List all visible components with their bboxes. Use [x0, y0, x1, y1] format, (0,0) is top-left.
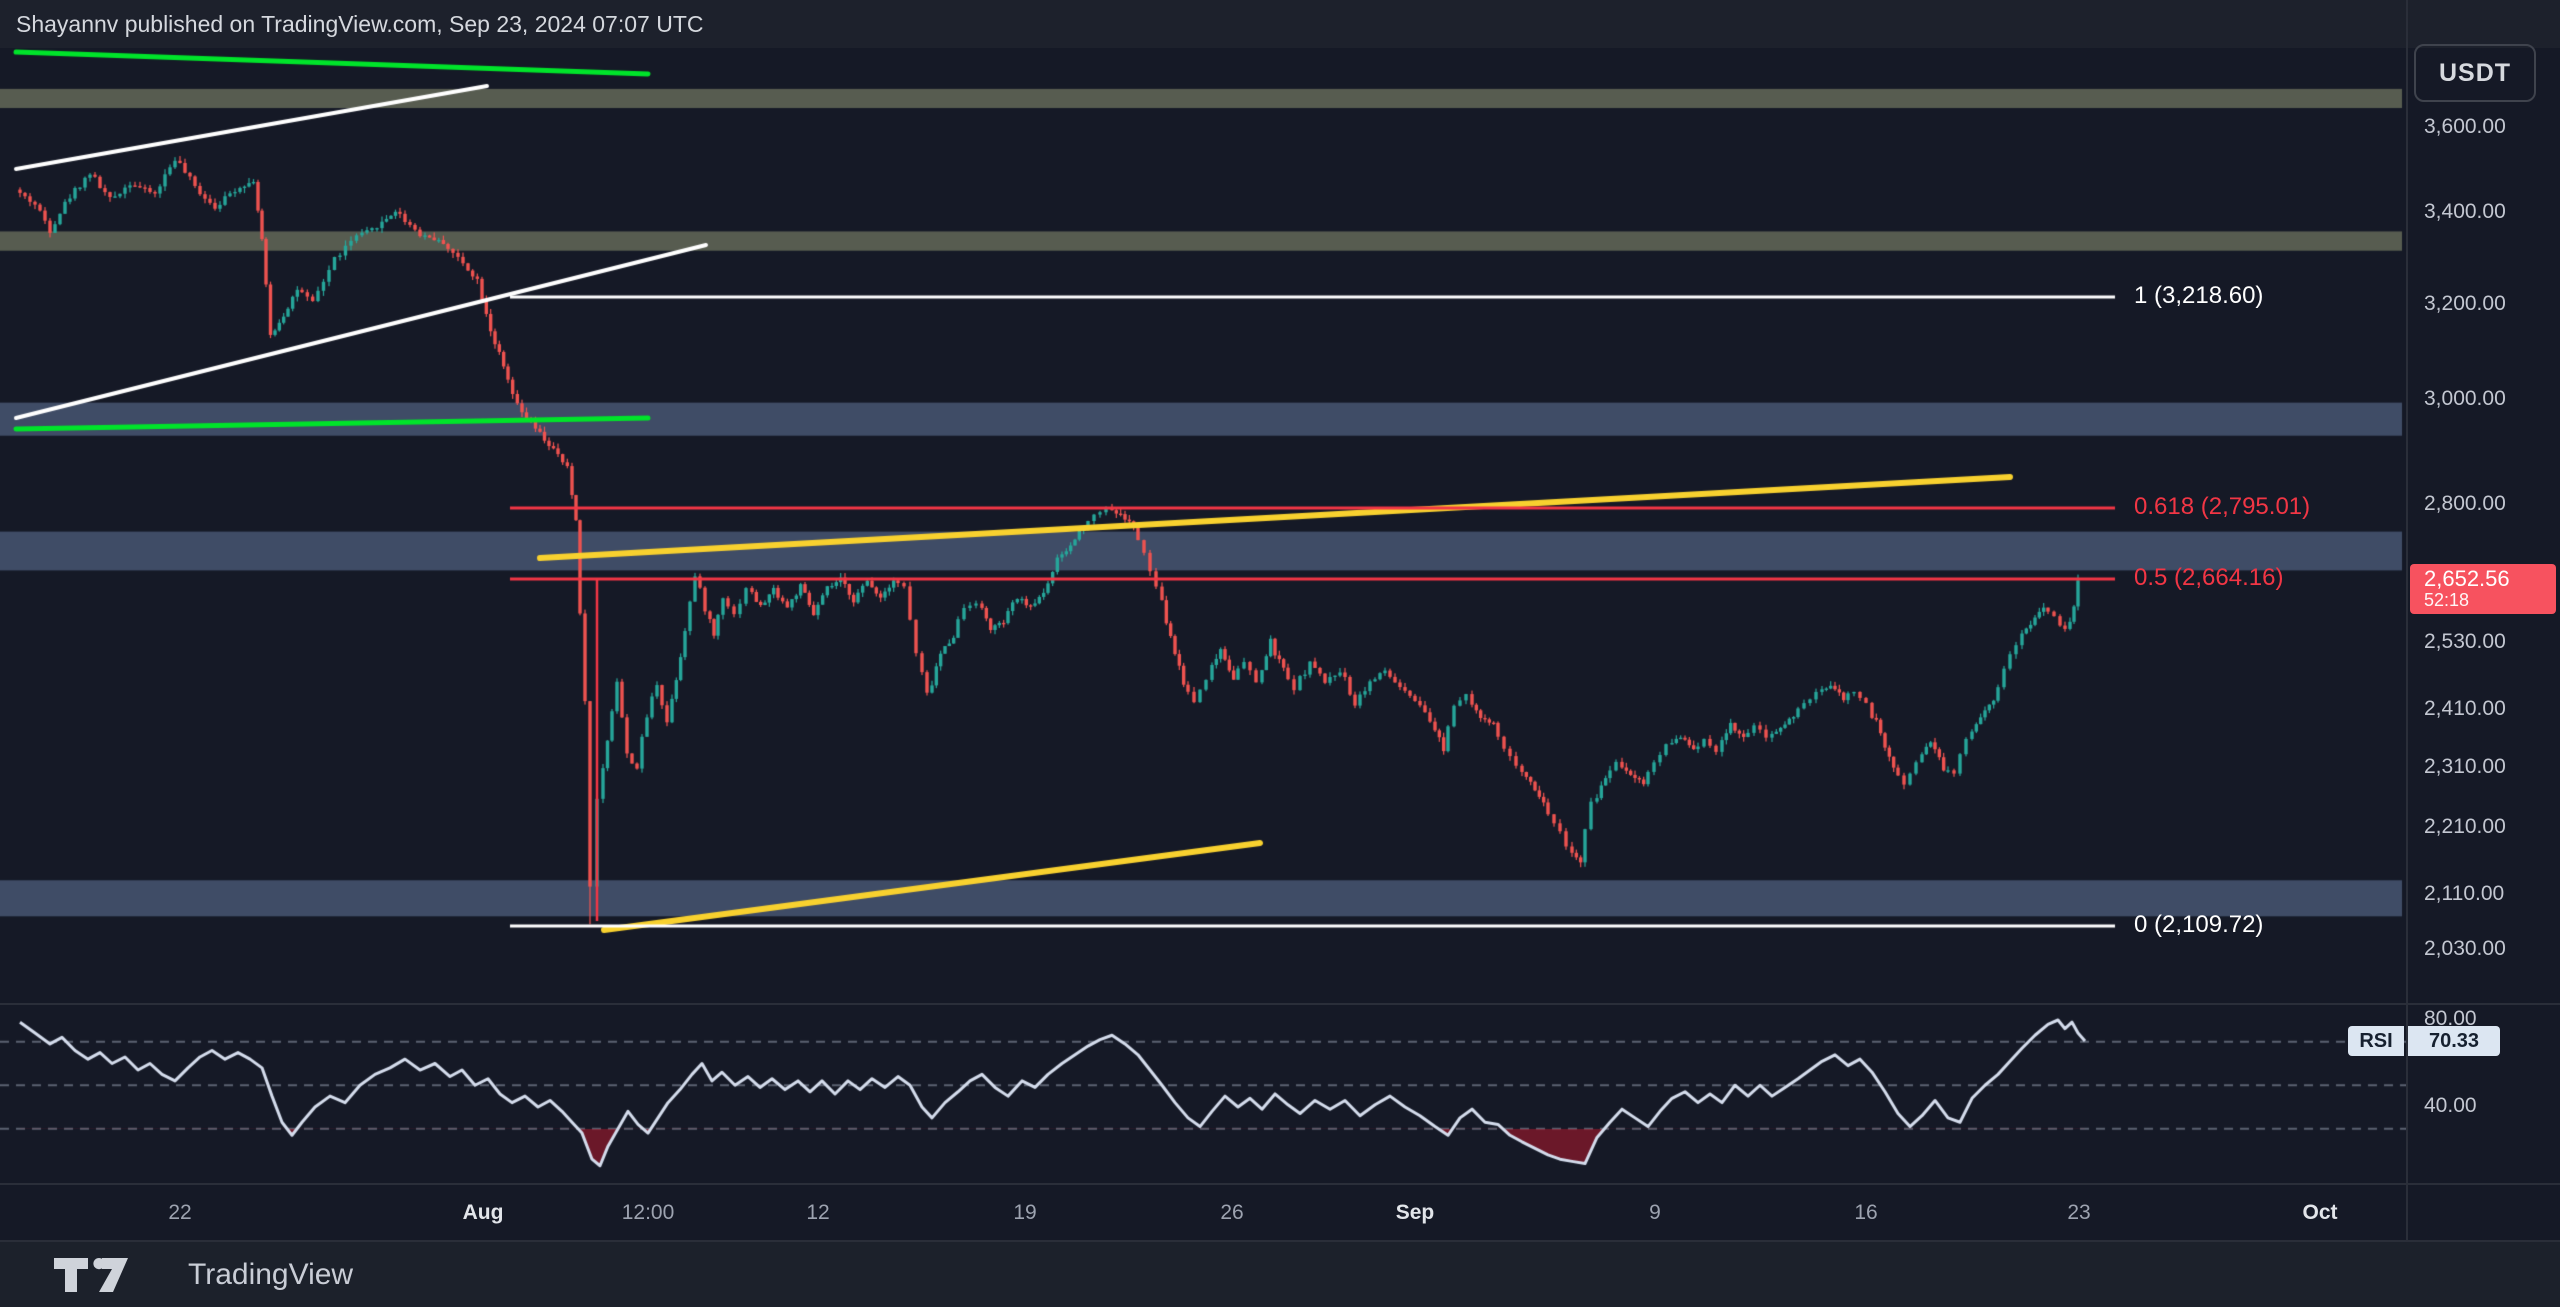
time-tick-label: Sep: [1395, 1201, 1435, 1224]
price-tick-label: 3,200.00: [2424, 292, 2506, 315]
price-tick-label: 2,800.00: [2424, 492, 2506, 515]
price-axis-border: [2406, 0, 2408, 1240]
time-tick-label: Oct: [2302, 1201, 2338, 1224]
price-chart-canvas[interactable]: [0, 0, 2406, 1003]
price-tick-label: 2,410.00: [2424, 697, 2506, 720]
time-tick-label: 12: [806, 1201, 830, 1224]
time-axis[interactable]: 22 Aug 12:00 12 19 26 Sep 9 16 23 Oct: [0, 1185, 2560, 1240]
fib-level-label: 1 (3,218.60): [2134, 282, 2264, 309]
pane-separator-rsi-time: [0, 1183, 2560, 1185]
price-tick-label: 2,530.00: [2424, 630, 2506, 653]
price-tick-label: 3,400.00: [2424, 200, 2506, 223]
attribution-text: Shayannv published on TradingView.com, S…: [16, 11, 704, 37]
last-price-value: 2,652.56: [2424, 566, 2510, 591]
price-tick-label: 2,030.00: [2424, 937, 2506, 960]
tradingview-logo-icon: [54, 1257, 128, 1292]
price-tick-label: 3,000.00: [2424, 387, 2506, 410]
fib-level-label: 0.5 (2,664.16): [2134, 564, 2284, 591]
time-tick-label: 22: [168, 1201, 192, 1224]
rsi-indicator-canvas[interactable]: [0, 1003, 2406, 1183]
price-tick-label: 3,600.00: [2424, 115, 2506, 138]
quote-currency-badge: USDT: [2414, 44, 2536, 102]
time-tick-label: 23: [2067, 1201, 2091, 1224]
time-tick-label: 12:00: [621, 1201, 675, 1224]
time-tick-label: 26: [1220, 1201, 1244, 1224]
rsi-tick-label: 80.00: [2424, 1007, 2477, 1030]
footer-bar: TradingView: [0, 1242, 2560, 1307]
axis-bottom-border: [0, 1240, 2560, 1242]
time-tick-label: 19: [1013, 1201, 1037, 1224]
attribution-bar: [0, 0, 2560, 48]
price-tick-label: 2,310.00: [2424, 755, 2506, 778]
time-tick-label: 16: [1854, 1201, 1878, 1224]
footer-brand-text: TradingView: [188, 1257, 354, 1291]
pane-separator-main-rsi[interactable]: [0, 1003, 2560, 1005]
price-axis[interactable]: USDT 3,600.00 3,400.00 3,200.00 3,000.00 2,8…: [2408, 0, 2560, 1240]
time-tick-label: 9: [1649, 1201, 1661, 1224]
fib-level-label: 0 (2,109.72): [2134, 911, 2264, 938]
rsi-value-badge: 70.33: [2408, 1026, 2500, 1056]
price-tick-label: 2,210.00: [2424, 815, 2506, 838]
last-price-badge: 2,652.56 52:18: [2410, 564, 2556, 614]
rsi-tick-label: 40.00: [2424, 1094, 2477, 1117]
time-tick-label: Aug: [462, 1201, 504, 1224]
bar-countdown: 52:18: [2424, 590, 2470, 611]
rsi-indicator-label: RSI: [2348, 1026, 2404, 1056]
fib-level-label: 0.618 (2,795.01): [2134, 493, 2311, 520]
price-tick-label: 2,110.00: [2424, 882, 2505, 905]
